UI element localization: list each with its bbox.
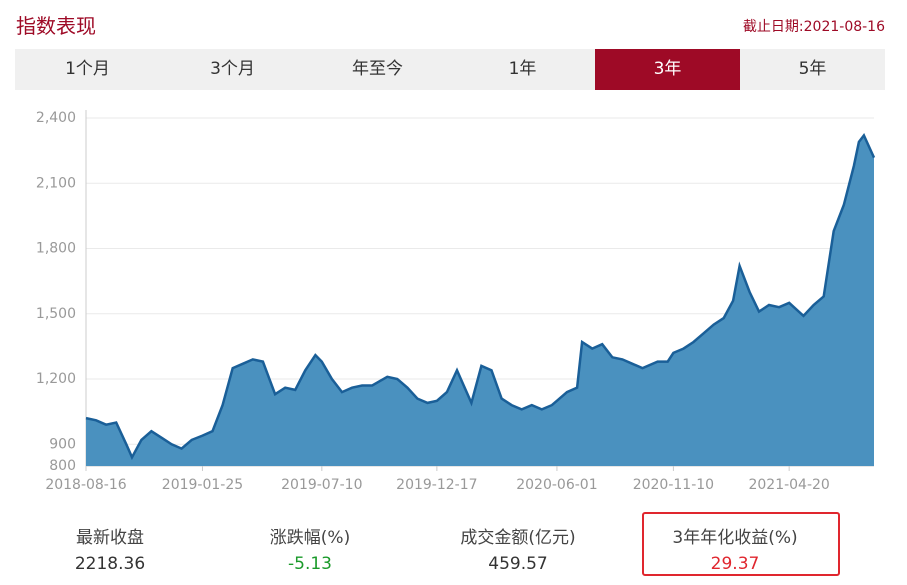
stat: 涨跌幅(%) -5.13: [210, 523, 410, 574]
line: [85, 132, 876, 461]
y-tick-label: 1,800: [36, 241, 76, 257]
date: 截止日期:2021-08-16: [742, 19, 885, 35]
tab[interactable]: 3个月: [210, 59, 255, 79]
stat-value: 459.57: [488, 554, 548, 574]
x-tick-label: 2019-01-25: [162, 477, 243, 493]
stat-label: 最新收盘: [76, 528, 144, 548]
tab-bar: 1个月 3个月 年至今 1年 3年 5年: [15, 49, 885, 90]
stat-value: 2218.36: [74, 554, 146, 574]
stat-label: 涨跌幅(%): [269, 528, 351, 548]
stat-label: 3年年化收益(%): [672, 528, 798, 548]
y-tick-label: 800: [49, 458, 76, 474]
y-tick-label: 2,400: [36, 110, 76, 126]
x-tick-label: 2020-11-10: [633, 477, 714, 493]
chart: 800 900 1,200 1,500 1,800 2,100 2,400 2018-08-1…: [36, 110, 876, 493]
tab[interactable]: 5年: [798, 59, 827, 79]
y-tick-label: 1,500: [36, 306, 76, 322]
stat-value: 29.37: [710, 554, 760, 574]
stat: 成交金额(亿元) 459.57: [418, 523, 618, 574]
tab[interactable]: 年至今: [352, 59, 403, 79]
x-tick-label: 2019-12-17: [396, 477, 477, 493]
x-tick-label: 2020-06-01: [516, 477, 597, 493]
x-tick-label: 2019-07-10: [281, 477, 362, 493]
stat: 3年年化收益(%) 29.37: [635, 523, 835, 574]
tab[interactable]: 1个月: [65, 59, 110, 79]
y-tick-label: 900: [49, 436, 76, 452]
title: 指数表现: [16, 14, 96, 38]
x-tick-label: 2021-04-20: [748, 477, 829, 493]
tab[interactable]: 1年: [508, 59, 537, 79]
stats: 最新收盘 2218.36 涨跌幅(%) -5.13 成交金额(亿元) 459.57 3年年化…: [0, 515, 907, 585]
highlight-box: [642, 512, 840, 576]
stat: 最新收盘 2218.36: [10, 523, 210, 574]
tab[interactable]: 3年: [595, 49, 740, 90]
stat-value: -5.13: [288, 554, 332, 574]
stat-label: 成交金额(亿元): [460, 528, 576, 548]
area: [86, 135, 874, 466]
y-tick-label: 2,100: [36, 175, 76, 191]
y-tick-label: 1,200: [36, 371, 76, 387]
x-tick-label: 2018-08-16: [45, 477, 126, 493]
